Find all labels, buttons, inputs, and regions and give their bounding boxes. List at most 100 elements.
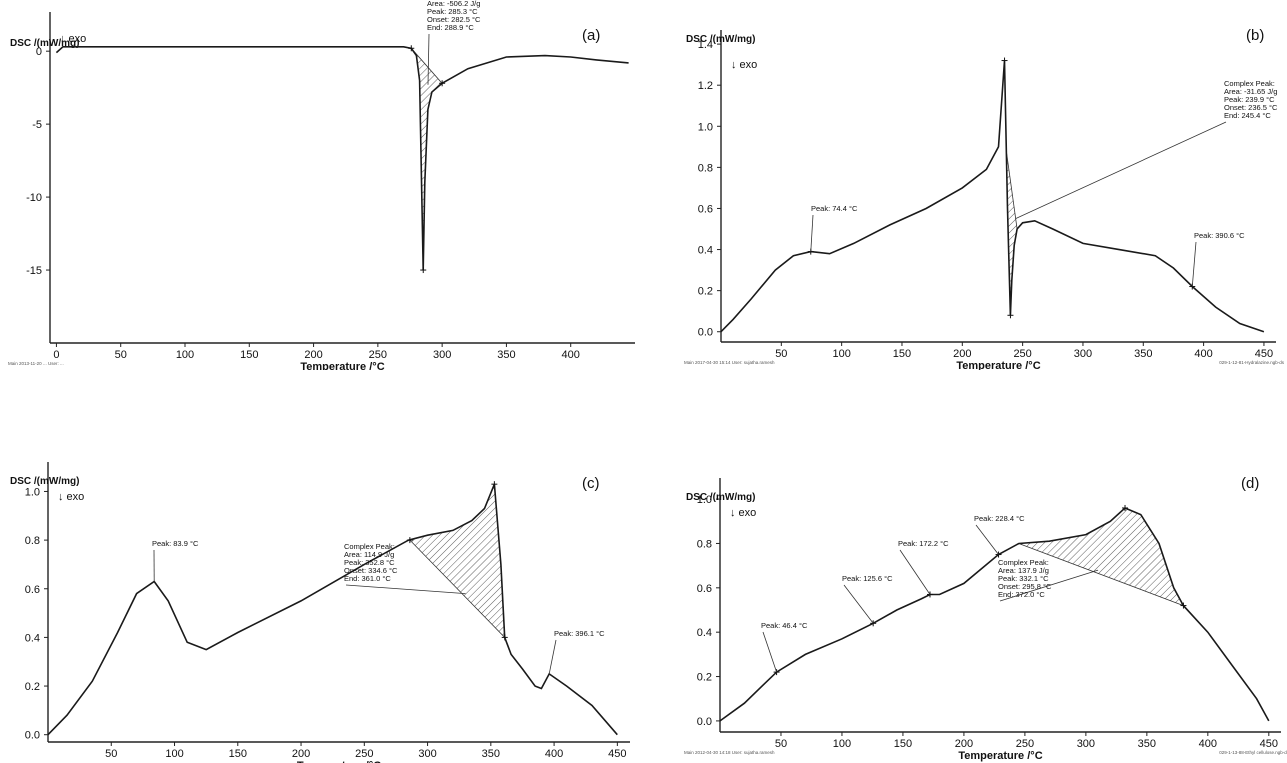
x-tick-label: 0 bbox=[53, 349, 59, 361]
annotation-text: End: 361.0 °C bbox=[344, 574, 391, 583]
x-tick-label: 50 bbox=[775, 738, 787, 750]
x-tick-label: 250 bbox=[1013, 348, 1031, 360]
panel-label: (d) bbox=[1241, 475, 1259, 492]
y-tick-label: 0 bbox=[36, 46, 42, 58]
annotation-text: End: 372.0 °C bbox=[998, 590, 1045, 599]
dsc-curve bbox=[47, 483, 618, 736]
x-tick-label: 350 bbox=[482, 748, 500, 760]
annotation-text: Area: 137.9 J/g bbox=[998, 566, 1049, 575]
annotation-text: Peak: 332.1 °C bbox=[998, 574, 1049, 583]
y-tick-label: 1.0 bbox=[697, 494, 712, 506]
x-tick-label: 350 bbox=[1138, 738, 1156, 750]
exo-direction-label: ↓ exo bbox=[60, 33, 86, 45]
x-tick-label: 100 bbox=[832, 348, 850, 360]
y-tick-label: 0.0 bbox=[25, 730, 40, 742]
x-tick-label: 400 bbox=[1199, 738, 1217, 750]
x-tick-label: 300 bbox=[433, 349, 451, 361]
chart-d-svg: 0.0 0.2 0.4 0.6 0.8 1.0 50 100 150 200 250 300 350 40… bbox=[684, 475, 1287, 762]
panel-label: (c) bbox=[582, 475, 600, 492]
footer-right: 029-1-13-88-Ethyl cellulose.ngb-ds bbox=[1219, 750, 1287, 755]
x-tick-label: 150 bbox=[894, 738, 912, 750]
annotation-text: Onset: 334.6 °C bbox=[344, 566, 398, 575]
x-tick-label: 50 bbox=[115, 349, 127, 361]
chart-panel-b: 0.0 0.2 0.4 0.6 0.8 1.0 1.2 1.4 50 100 150 200 250 30… bbox=[676, 0, 1287, 370]
panel-label: (b) bbox=[1246, 27, 1264, 44]
x-tick-label: 450 bbox=[1260, 738, 1278, 750]
y-tick-label: 1.4 bbox=[698, 39, 713, 51]
annotation-leader bbox=[899, 549, 931, 595]
annotation-leader bbox=[1191, 241, 1197, 287]
panel-label: (a) bbox=[582, 27, 600, 44]
annotation-text: Onset: 295.8 °C bbox=[998, 582, 1052, 591]
y-tick-label: 0.4 bbox=[697, 627, 712, 639]
y-tick-label: -15 bbox=[26, 265, 42, 277]
y-tick-label: 0.8 bbox=[697, 538, 712, 550]
y-tick-label: 0.6 bbox=[25, 584, 40, 596]
x-tick-label: 400 bbox=[545, 748, 563, 760]
y-tick-label: -5 bbox=[32, 119, 42, 131]
annotation-leader bbox=[762, 631, 777, 673]
annotation-text: Peak: 172.2 °C bbox=[898, 539, 949, 548]
annotation-text: Peak: 83.9 °C bbox=[152, 539, 199, 548]
x-axis-label: Temperature /°C bbox=[297, 760, 381, 763]
chart-b-svg: 0.0 0.2 0.4 0.6 0.8 1.0 1.2 1.4 50 100 150 200 250 30… bbox=[684, 27, 1285, 370]
footer-left: Main 2013-11-20 ... User: ... bbox=[8, 361, 64, 366]
exo-direction-label: ↓ exo bbox=[58, 491, 84, 503]
y-tick-label: 0.2 bbox=[25, 681, 40, 693]
x-tick-label: 150 bbox=[229, 748, 247, 760]
annotation-text: Area: -506.2 J/g bbox=[427, 0, 480, 8]
x-tick-label: 100 bbox=[165, 748, 183, 760]
annotation-text: Complex Peak: bbox=[1224, 79, 1275, 88]
x-axis-label: Temperature /°C bbox=[300, 361, 384, 370]
annotation-text: Peak: 352.8 °C bbox=[344, 558, 395, 567]
chart-c-svg: 0.0 0.2 0.4 0.6 0.8 1.0 50 100 150 200 250 300 350 40… bbox=[10, 462, 630, 763]
x-tick-label: 400 bbox=[562, 349, 580, 361]
x-tick-label: 50 bbox=[775, 348, 787, 360]
x-tick-label: 250 bbox=[355, 748, 373, 760]
annotation-leader bbox=[843, 584, 874, 624]
x-tick-label: 450 bbox=[1255, 348, 1273, 360]
y-tick-label: 0.6 bbox=[698, 203, 713, 215]
y-tick-label: 0.8 bbox=[25, 535, 40, 547]
annotation-text: Peak: 390.6 °C bbox=[1194, 231, 1245, 240]
y-tick-label: 0.4 bbox=[698, 245, 713, 257]
y-axis-label: DSC /(mW/mg) bbox=[686, 492, 755, 503]
annotation-leader bbox=[975, 524, 999, 555]
y-tick-label: 0.2 bbox=[698, 286, 713, 298]
x-tick-label: 250 bbox=[1016, 738, 1034, 750]
annotation-text: Complex Peak: bbox=[344, 542, 395, 551]
annotation-leader bbox=[1015, 121, 1227, 220]
y-tick-label: 0.2 bbox=[697, 672, 712, 684]
dsc-curve bbox=[55, 46, 629, 271]
annotation-text: Complex Peak: bbox=[998, 558, 1049, 567]
annotation-text: End: 245.4 °C bbox=[1224, 111, 1271, 120]
chart-a-svg: 0 -5 -10 -15 0 50 100 150 200 250 300 350 400 DSC /(m… bbox=[8, 0, 635, 370]
annotation-leader bbox=[548, 639, 557, 674]
annotation-leader bbox=[999, 569, 1099, 602]
y-axis-label: DSC /(mW/mg) bbox=[10, 476, 79, 487]
dsc-curve bbox=[719, 507, 1270, 722]
x-tick-label: 300 bbox=[1074, 348, 1092, 360]
peak-area-hatch bbox=[409, 484, 506, 639]
annotation-text: Peak: 285.3 °C bbox=[427, 7, 478, 16]
x-tick-label: 300 bbox=[418, 748, 436, 760]
chart-panel-c: 0.0 0.2 0.4 0.6 0.8 1.0 50 100 150 200 250 300 350 40… bbox=[0, 430, 640, 763]
x-tick-label: 200 bbox=[953, 348, 971, 360]
x-tick-label: 100 bbox=[176, 349, 194, 361]
exo-direction-label: ↓ exo bbox=[731, 59, 757, 71]
x-tick-label: 100 bbox=[833, 738, 851, 750]
annotation-text: Peak: 125.6 °C bbox=[842, 574, 893, 583]
annotation-leader bbox=[427, 33, 430, 85]
y-axis-label: DSC /(mW/mg) bbox=[10, 38, 79, 49]
y-tick-label: 1.0 bbox=[698, 121, 713, 133]
x-axis-label: Temperature /°C bbox=[958, 750, 1042, 762]
annotation-text: Onset: 282.5 °C bbox=[427, 15, 481, 24]
chart-panel-a: 0 -5 -10 -15 0 50 100 150 200 250 300 350 400 DSC /(m… bbox=[0, 0, 640, 370]
annotation-text: Peak: 46.4 °C bbox=[761, 621, 808, 630]
footer-right: 029-1-12-81-Hydralazine.ngb-ds bbox=[1219, 360, 1285, 365]
y-tick-label: 0.0 bbox=[698, 327, 713, 339]
footer-left: Main 2012-04-30 14:18 User: sujatha.rame… bbox=[684, 750, 775, 755]
x-tick-label: 150 bbox=[240, 349, 258, 361]
x-tick-label: 450 bbox=[608, 748, 626, 760]
annotation-text: Peak: 396.1 °C bbox=[554, 629, 605, 638]
